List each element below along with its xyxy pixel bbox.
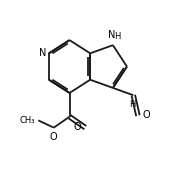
Text: O: O	[50, 132, 58, 142]
Text: H: H	[130, 100, 136, 109]
Text: H: H	[114, 32, 120, 41]
Text: CH₃: CH₃	[20, 116, 35, 125]
Text: O: O	[74, 122, 81, 132]
Text: N: N	[39, 48, 46, 58]
Text: O: O	[142, 110, 150, 121]
Text: N: N	[108, 30, 115, 40]
